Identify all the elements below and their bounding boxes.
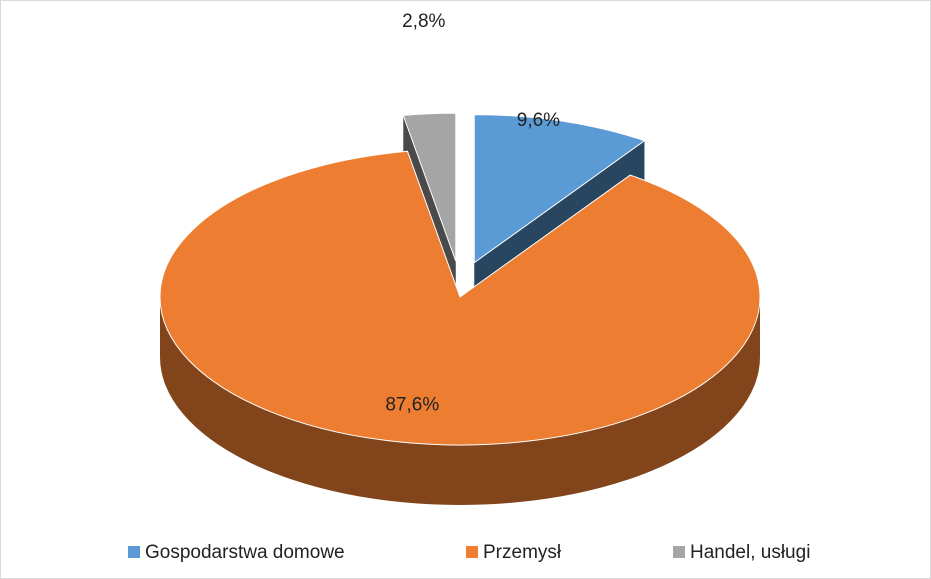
slice-wall: [160, 297, 760, 505]
legend-swatch: [673, 546, 685, 558]
legend-label: Handel, usługi: [690, 542, 810, 563]
data-label: 9,6%: [517, 110, 560, 131]
data-label: 2,8%: [402, 11, 445, 32]
slice: [159, 150, 761, 446]
legend-swatch: [128, 546, 140, 558]
data-label: 87,6%: [385, 394, 439, 415]
slice: [402, 112, 457, 262]
legend-label: Przemysł: [483, 542, 562, 563]
legend-swatch: [466, 546, 478, 558]
slice: [473, 114, 646, 264]
legend-label: Gospodarstwa domowe: [145, 542, 345, 563]
